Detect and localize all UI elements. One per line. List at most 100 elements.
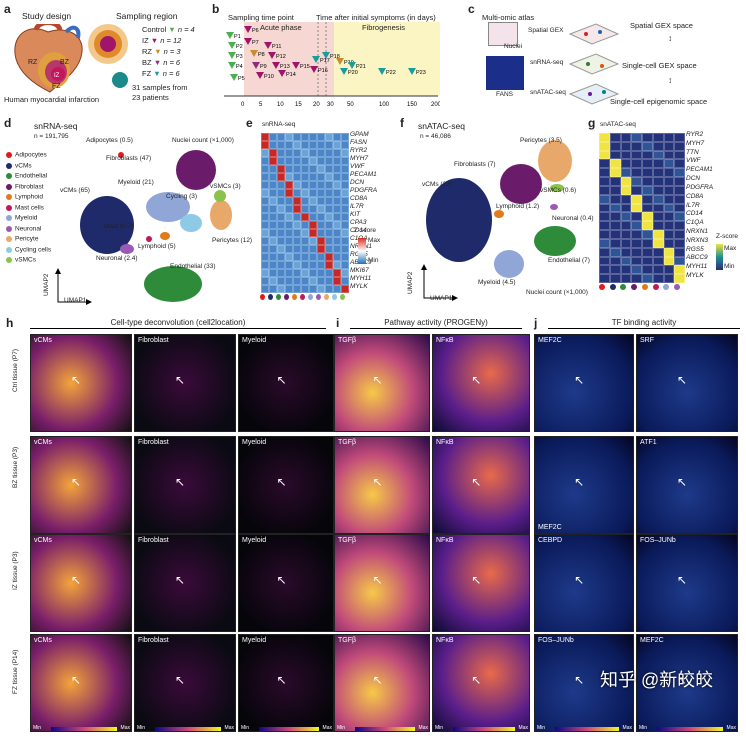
heatmap-cell [285,173,293,181]
heatmap-cell [293,173,301,181]
heatmap-cell [652,212,664,222]
tile-label: Fibroblast [138,337,169,344]
umap-f-vcms [426,178,492,262]
heatmap-cell [261,189,269,197]
timeline-patient-label: P3 [236,54,243,60]
celltype-dot-icon [324,294,329,300]
colorbar-min: Min [435,725,444,731]
tile-colorbar [453,727,515,731]
heatmap-cell [325,285,333,293]
heatmap-cell [309,165,317,173]
spatial-gex-label: Spatial GEX [528,27,564,34]
single-cell-epigenomic-space: Single-cell epigenomic space [610,97,708,106]
region-bz: BZ ▼ n = 6 [142,58,181,67]
heatmap-cell [309,141,317,149]
label-f-myeloid: Myeloid (4.5) [478,279,516,286]
heatmap-cell [293,197,301,205]
heatmap-cell [663,168,675,178]
colorbar-min: Min [537,725,546,731]
x-tick-label: 50 [347,102,354,108]
gene-label: PDGFRA [350,187,378,194]
heatmap-cell [325,245,333,253]
gene-label: NRXN3 [686,236,709,244]
celltype-dot-icon [598,284,605,290]
heatmap-cell [285,245,293,253]
heatmap-cell [269,261,277,269]
spatial-tile: ATF1 ↖ [636,436,738,534]
annotation-arrow-icon: ↖ [71,475,82,490]
heatmap-cell [325,173,333,181]
timeline-patient-label: P13 [280,64,290,70]
sampling-region-title: Sampling region [116,11,178,21]
timeline-patient-label: P11 [272,44,281,50]
heatmap-cell [663,247,675,257]
annotation-arrow-icon: ↖ [372,673,383,688]
heatmap-cell [317,245,325,253]
timeline-patient-label: P17 [320,58,330,64]
heatmap-cell [317,173,325,181]
umap-mast [146,236,152,242]
gene-label: FASN [350,139,367,146]
annotation-arrow-icon: ↖ [574,673,585,688]
legend-dot-icon [6,173,12,179]
heatmap-cell [652,256,664,266]
timeline-patient-label: P18 [330,54,340,60]
heatmap-cell [285,253,293,261]
heatmap-cell [333,133,341,141]
heatmap-cell [652,150,664,160]
celltype-legend: Adipocytes vCMs Endothelial Fibroblast Lymph… [6,152,78,268]
heatmap-cell [285,285,293,293]
heatmap-cell [599,221,610,231]
heatmap-cell [301,229,309,237]
heatmap-cell [293,285,301,293]
timeline-marker [244,38,252,45]
heatmap-cell [642,159,653,169]
annotation-arrow-icon: ↖ [175,475,186,490]
annotation-arrow-icon: ↖ [276,673,287,688]
heatmap-cell [674,203,685,213]
heatmap-cell [599,133,610,142]
sampling-time-title: Sampling time point [228,13,294,22]
panel-i-letter: i [336,316,340,330]
heatmap-cell [285,261,293,269]
heatmap-cell [674,133,685,142]
heatmap-cell [261,269,269,277]
timeline-marker [310,66,318,73]
heatmap-cell [325,277,333,285]
heatmap-cell [631,168,642,178]
heatmap-cell [261,277,269,285]
heatmap-cell [341,269,349,277]
legend-dot-icon [6,194,12,200]
annotation-arrow-icon: ↖ [276,373,287,388]
heatmap-cell [333,245,341,253]
heatmap-cell [293,261,301,269]
heatmap-cell [261,157,269,165]
heatmap-cell [269,133,277,141]
colorbar-max: Max [726,725,736,731]
tile-label: vCMs [34,439,52,446]
heatmap-cell [609,194,621,204]
heatmap-cell [631,185,642,195]
umap-pericytes [210,200,232,230]
heatmap-cell [620,274,632,283]
legend-item-7: Neuronal [6,225,78,237]
heatmap-cell [642,212,653,222]
snrna-n: n = 191,795 [34,133,69,140]
heatmap-cell [277,181,285,189]
heatmap-cell [599,247,610,257]
heatmap-cell [269,221,277,229]
heatmap-e [260,132,350,294]
heatmap-cell [301,237,309,245]
umap-f-myeloid [494,250,524,278]
heatmap-cell [620,133,632,142]
heatmap-cell [309,213,317,221]
colorbar-max: Max [518,725,528,731]
heatmap-cell [642,256,653,266]
tile-label: Myeloid [242,337,267,344]
timeline-marker [228,52,236,59]
snatac-title: snATAC-seq [418,121,465,131]
legend-label: vSMCs [15,256,36,264]
heatmap-cell [620,203,632,213]
heatmap-cell [674,159,685,169]
row-label-fz: FZ tissue (P14) [12,649,19,694]
